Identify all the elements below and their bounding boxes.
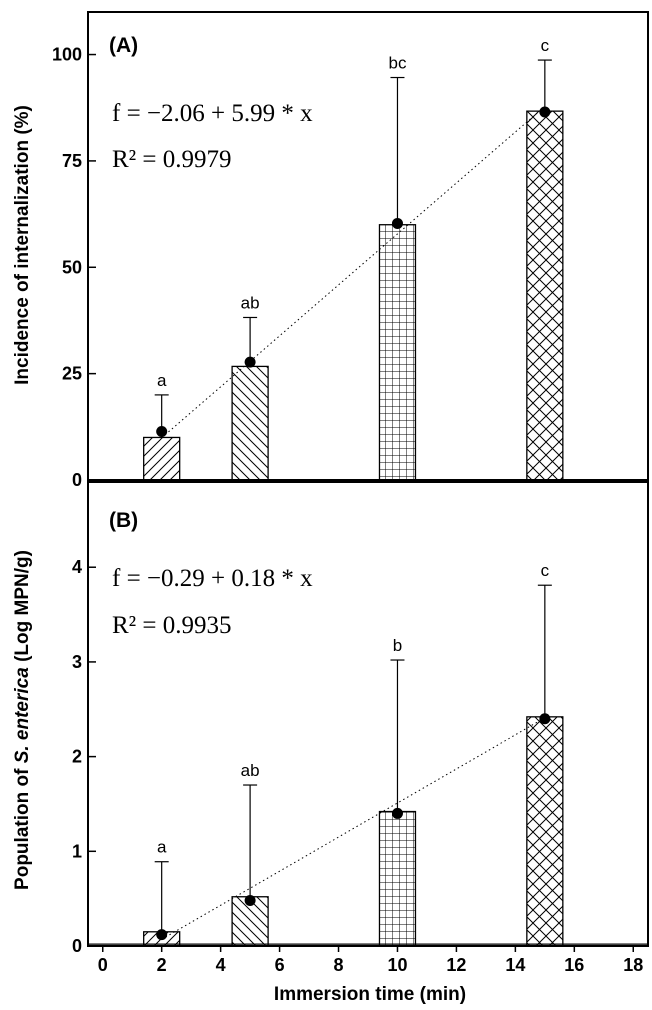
bar: [526, 110, 564, 481]
y-tick-label: 4: [72, 557, 82, 577]
x-tick-label: 4: [216, 955, 226, 975]
significance-letter: c: [541, 561, 550, 580]
x-tick-label: 0: [98, 955, 108, 975]
data-point: [391, 807, 403, 819]
panel-b-y-axis-title-prefix: Population of: [12, 763, 33, 890]
bar: [143, 436, 181, 481]
panel-a-bars: a ab bc c: [143, 36, 564, 481]
significance-letter: a: [157, 838, 167, 857]
x-tick-label: 2: [157, 955, 167, 975]
significance-letter: bc: [388, 54, 406, 73]
x-axis-ticks: 0 2 4 6 8 10 12 14 16 18: [98, 946, 643, 975]
y-tick-label: 2: [72, 747, 82, 767]
panel-b-y-axis-title-species: S. enterica: [12, 667, 33, 764]
panel-a-frame: [87, 11, 649, 481]
x-tick-label: 16: [564, 955, 584, 975]
panel-b-y-axis-title: Population of S. enterica (Log MPN/g): [12, 550, 33, 890]
data-point: [244, 356, 256, 368]
bar: [378, 810, 417, 947]
panel-b-y-ticks: 0 1 2 3 4: [72, 557, 96, 956]
data-point: [156, 929, 168, 941]
fit-line: [161, 717, 546, 940]
significance-letter: a: [157, 371, 167, 390]
x-tick-label: 10: [387, 955, 407, 975]
panel-a-fit: [156, 106, 551, 439]
y-tick-label: 100: [52, 45, 82, 65]
significance-letter: c: [541, 36, 550, 55]
bar: [231, 365, 269, 481]
y-tick-label: 1: [72, 841, 82, 861]
y-tick-label: 75: [62, 151, 82, 171]
y-tick-label: 50: [62, 257, 82, 277]
panel-a-label: (A): [109, 34, 138, 57]
panel-b-r-squared: R² = 0.9935: [112, 612, 232, 639]
x-tick-label: 12: [446, 955, 466, 975]
data-point: [156, 425, 168, 437]
significance-letter: ab: [241, 293, 260, 312]
bar: [378, 224, 417, 481]
panel-a-y-axis-title: Incidence of internalization (%): [12, 105, 33, 385]
panel-b-label: (B): [109, 509, 138, 532]
bar: [526, 716, 564, 947]
y-tick-label: 0: [72, 936, 82, 956]
y-tick-label: 0: [72, 470, 82, 490]
panel-a-equation: f = −2.06 + 5.99 * x: [112, 100, 313, 127]
panel-b-fit: [156, 713, 551, 941]
x-tick-label: 14: [505, 955, 525, 975]
panel-b-frame: [87, 481, 649, 947]
significance-letter: ab: [241, 761, 260, 780]
x-tick-label: 18: [623, 955, 643, 975]
fit-line: [161, 106, 546, 439]
panel-b-equation: f = −0.29 + 0.18 * x: [112, 565, 313, 592]
panel-b-y-axis-title-suffix: (Log MPN/g): [12, 550, 33, 667]
panel-a-y-ticks: 0 25 50 75 100: [52, 45, 96, 490]
data-point: [539, 713, 551, 725]
x-tick-label: 6: [275, 955, 285, 975]
data-point: [391, 217, 403, 229]
panel-a-r-squared: R² = 0.9979: [112, 146, 232, 173]
data-point: [539, 106, 551, 118]
x-tick-label: 8: [334, 955, 344, 975]
y-tick-label: 25: [62, 364, 82, 384]
y-tick-label: 3: [72, 652, 82, 672]
panel-a: 0 25 50 75 100 a ab bc c (A) f = −2.06 + 5.99 *…: [12, 11, 649, 490]
significance-letter: b: [393, 636, 402, 655]
data-point: [244, 895, 256, 907]
x-axis-title: Immersion time (min): [274, 984, 466, 1005]
